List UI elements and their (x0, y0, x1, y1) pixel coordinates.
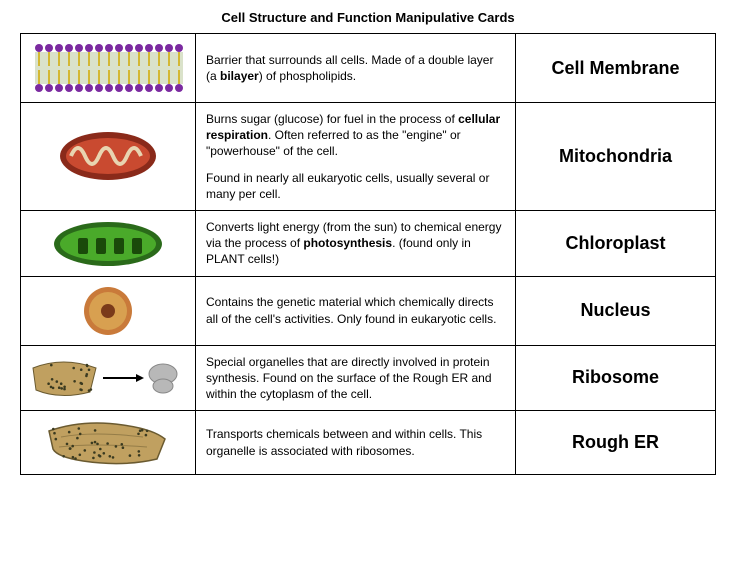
organelle-name: Chloroplast (516, 210, 716, 276)
organelle-image (21, 411, 196, 475)
page-title: Cell Structure and Function Manipulative… (20, 10, 716, 25)
organelle-name: Mitochondria (516, 103, 716, 211)
organelle-description: Transports chemicals between and within … (196, 411, 516, 475)
table-row: Transports chemicals between and within … (21, 411, 716, 475)
organelle-description: Converts light energy (from the sun) to … (196, 210, 516, 276)
table-row: Converts light energy (from the sun) to … (21, 210, 716, 276)
organelle-image (21, 34, 196, 103)
organelle-name: Nucleus (516, 276, 716, 345)
organelle-name: Ribosome (516, 345, 716, 411)
table-row: Contains the genetic material which chem… (21, 276, 716, 345)
table-row: Barrier that surrounds all cells. Made o… (21, 34, 716, 103)
organelle-name: Cell Membrane (516, 34, 716, 103)
organelle-image (21, 345, 196, 411)
organelle-name: Rough ER (516, 411, 716, 475)
organelle-image (21, 103, 196, 211)
organelle-description: Barrier that surrounds all cells. Made o… (196, 34, 516, 103)
organelle-image (21, 276, 196, 345)
organelle-image (21, 210, 196, 276)
organelle-description: Burns sugar (glucose) for fuel in the pr… (196, 103, 516, 211)
organelle-description: Contains the genetic material which chem… (196, 276, 516, 345)
organelle-description: Special organelles that are directly inv… (196, 345, 516, 411)
table-row: Burns sugar (glucose) for fuel in the pr… (21, 103, 716, 211)
cards-table: Barrier that surrounds all cells. Made o… (20, 33, 716, 475)
table-row: Special organelles that are directly inv… (21, 345, 716, 411)
